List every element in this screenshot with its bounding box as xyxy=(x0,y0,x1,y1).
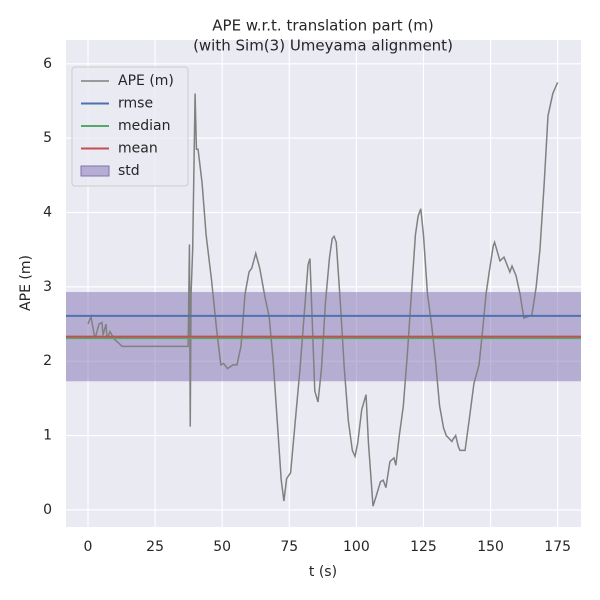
legend-label: std xyxy=(118,163,140,179)
y-axis-label: APE (m) xyxy=(18,255,34,311)
x-tick-label: 175 xyxy=(544,539,571,555)
legend-swatch xyxy=(80,165,110,177)
x-tick-label: 0 xyxy=(84,539,93,555)
legend-label: median xyxy=(118,118,170,134)
chart-title: APE w.r.t. translation part (m) xyxy=(212,17,433,35)
x-tick-label: 125 xyxy=(410,539,437,555)
legend-label: APE (m) xyxy=(118,73,174,89)
chart-subtitle: (with Sim(3) Umeyama alignment) xyxy=(193,37,453,55)
ape-line xyxy=(87,82,559,507)
x-tick-label: 50 xyxy=(213,539,231,555)
y-tick-label: 0 xyxy=(43,502,52,518)
legend-label: mean xyxy=(118,141,158,157)
x-axis-label: t (s) xyxy=(309,564,337,580)
y-tick-label: 4 xyxy=(43,204,52,220)
y-tick-label: 3 xyxy=(43,279,52,295)
legend-box xyxy=(71,66,189,187)
y-tick-label: 6 xyxy=(43,56,52,72)
x-tick-label: 150 xyxy=(477,539,504,555)
x-tick-label: 25 xyxy=(146,539,164,555)
x-tick-label: 100 xyxy=(343,539,370,555)
x-tick-label: 75 xyxy=(280,539,298,555)
y-tick-label: 1 xyxy=(43,428,52,444)
y-tick-label: 5 xyxy=(43,130,52,146)
legend-label: rmse xyxy=(118,96,153,112)
y-tick-label: 2 xyxy=(43,353,52,369)
